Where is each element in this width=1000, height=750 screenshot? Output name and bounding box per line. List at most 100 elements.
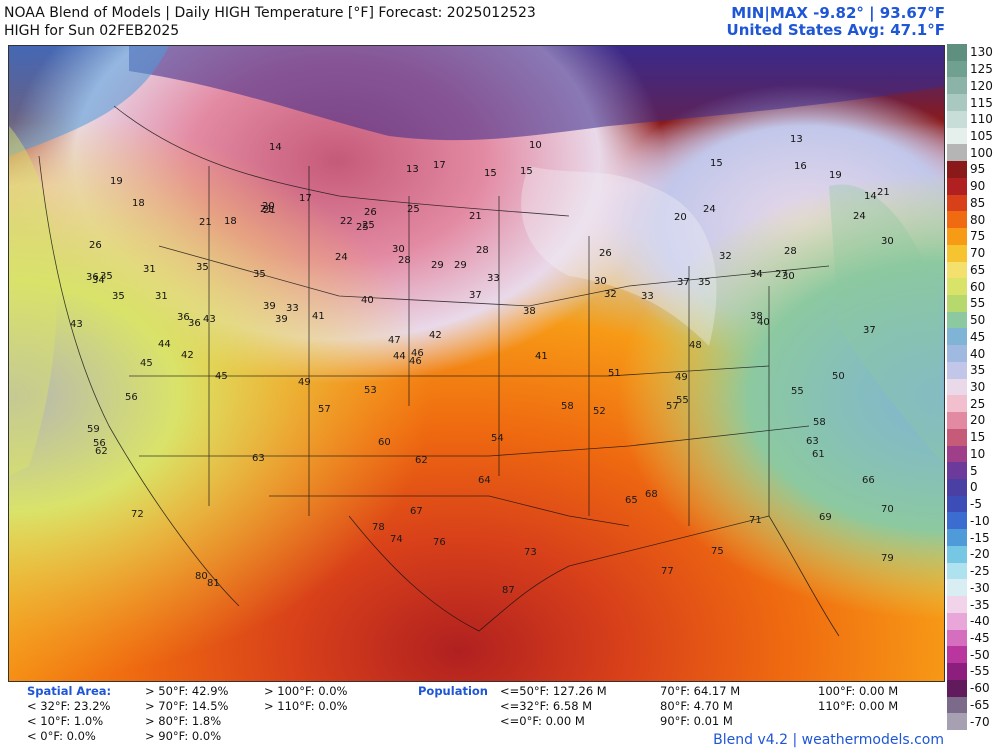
temperature-value-label: 68 <box>645 489 658 500</box>
temperature-value-label: 24 <box>853 211 866 222</box>
colorbar-tick-label: 25 <box>970 396 986 411</box>
temperature-value-label: 80 <box>195 571 208 582</box>
colorbar-tick-label: 95 <box>970 162 986 177</box>
map-subtitle: HIGH for Sun 02FEB2025 <box>4 23 180 39</box>
temperature-value-label: 35 <box>100 271 113 282</box>
colorbar-tick-label: 40 <box>970 346 986 361</box>
temperature-value-label: 20 <box>262 201 275 212</box>
temperature-value-label: 43 <box>203 314 216 325</box>
temperature-value-label: 29 <box>431 260 444 271</box>
temperature-value-label: 19 <box>829 170 842 181</box>
spatial-stats-col3: > 100°F: 0.0% > 110°F: 0.0% <box>264 684 347 714</box>
temperature-value-label: 18 <box>132 198 145 209</box>
colorbar-swatch <box>947 679 967 698</box>
temperature-value-label: 15 <box>520 166 533 177</box>
temperature-value-label: 66 <box>862 475 875 486</box>
colorbar-swatch <box>947 545 967 564</box>
temperature-value-label: 43 <box>70 319 83 330</box>
temperature-value-label: 24 <box>335 252 348 263</box>
temperature-value-label: 15 <box>710 158 723 169</box>
temperature-value-label: 38 <box>750 311 763 322</box>
population-label-col: Population <box>418 684 488 699</box>
stat-line: <=50°F: 127.26 M <box>500 684 607 698</box>
temperature-value-label: 30 <box>594 276 607 287</box>
population-stats-col1: <=50°F: 127.26 M <=32°F: 6.58 M <=0°F: 0… <box>500 684 607 729</box>
summary-header: MIN|MAX -9.82° | 93.67°F United States A… <box>727 5 945 39</box>
colorbar <box>947 44 967 731</box>
temperature-value-label: 40 <box>757 317 770 328</box>
temperature-value-label: 19 <box>110 176 123 187</box>
spatial-area-label: Spatial Area: <box>27 684 112 698</box>
temperature-value-label: 26 <box>599 248 612 259</box>
colorbar-swatch <box>947 713 967 731</box>
temperature-value-label: 39 <box>263 301 276 312</box>
temperature-value-label: 44 <box>158 339 171 350</box>
temperature-value-label: 50 <box>832 371 845 382</box>
colorbar-swatch <box>947 646 967 664</box>
colorbar-tick-label: -25 <box>970 564 990 579</box>
colorbar-tick-label: 55 <box>970 296 986 311</box>
temperature-value-label: 47 <box>388 335 401 346</box>
colorbar-tick-label: 0 <box>970 480 978 495</box>
temperature-value-label: 70 <box>881 504 894 515</box>
temperature-value-label: 56 <box>125 392 138 403</box>
colorbar-tick-label: -15 <box>970 530 990 545</box>
spatial-stats-col1: Spatial Area: < 32°F: 23.2% < 10°F: 1.0%… <box>27 684 111 744</box>
stat-line: < 10°F: 1.0% <box>27 714 104 728</box>
temperature-value-label: 87 <box>502 585 515 596</box>
temperature-value-label: 28 <box>784 246 797 257</box>
temperature-value-label: 74 <box>390 534 403 545</box>
colorbar-swatch <box>947 328 967 346</box>
colorbar-tick-label: -60 <box>970 681 990 696</box>
stat-line: < 0°F: 0.0% <box>27 729 96 743</box>
temperature-value-label: 44 <box>393 351 406 362</box>
colorbar-swatch <box>947 495 967 513</box>
colorbar-tick-label: 50 <box>970 313 986 328</box>
stat-line: > 90°F: 0.0% <box>145 729 222 743</box>
temperature-value-label: 77 <box>661 566 674 577</box>
temperature-value-label: 26 <box>89 240 102 251</box>
colorbar-tick-label: -30 <box>970 580 990 595</box>
footer-credit[interactable]: Blend v4.2 | weathermodels.com <box>713 732 944 748</box>
temperature-value-label: 38 <box>523 306 536 317</box>
temperature-value-label: 28 <box>476 245 489 256</box>
temperature-value-label: 57 <box>318 404 331 415</box>
temperature-value-label: 63 <box>252 453 265 464</box>
temperature-value-label: 35 <box>196 262 209 273</box>
colorbar-swatch <box>947 110 967 129</box>
stat-line: > 80°F: 1.8% <box>145 714 222 728</box>
temperature-value-label: 71 <box>749 515 762 526</box>
colorbar-swatch <box>947 278 967 296</box>
temperature-value-label: 24 <box>703 204 716 215</box>
colorbar-tick-label: 115 <box>970 95 993 110</box>
colorbar-swatch <box>947 77 967 95</box>
stat-line: 90°F: 0.01 M <box>660 714 733 728</box>
temperature-value-label: 67 <box>410 506 423 517</box>
temperature-value-label: 51 <box>608 368 621 379</box>
colorbar-swatch <box>947 60 967 78</box>
colorbar-tick-label: 60 <box>970 279 986 294</box>
temperature-value-label: 36 <box>188 318 201 329</box>
temperature-value-label: 54 <box>491 433 504 444</box>
colorbar-swatch <box>947 44 967 62</box>
temperature-value-label: 13 <box>406 164 419 175</box>
temperature-value-label: 55 <box>791 386 804 397</box>
colorbar-swatch <box>947 562 967 580</box>
colorbar-tick-label: -55 <box>970 664 990 679</box>
temperature-value-label: 30 <box>392 244 405 255</box>
colorbar-swatch <box>947 596 967 614</box>
temperature-value-label: 35 <box>253 269 266 280</box>
colorbar-tick-label: -10 <box>970 513 990 528</box>
colorbar-swatch <box>947 663 967 681</box>
temperature-value-label: 63 <box>806 436 819 447</box>
colorbar-tick-label: 10 <box>970 446 986 461</box>
colorbar-swatch <box>947 228 967 246</box>
map-title: NOAA Blend of Models | Daily HIGH Temper… <box>4 5 536 21</box>
temperature-value-label: 60 <box>378 437 391 448</box>
colorbar-tick-label: 30 <box>970 380 986 394</box>
temperature-value-label: 69 <box>819 512 832 523</box>
temperature-value-label: 27 <box>775 269 788 280</box>
colorbar-swatch <box>947 479 967 497</box>
temperature-value-label: 65 <box>625 495 638 506</box>
temperature-value-label: 25 <box>407 204 420 215</box>
